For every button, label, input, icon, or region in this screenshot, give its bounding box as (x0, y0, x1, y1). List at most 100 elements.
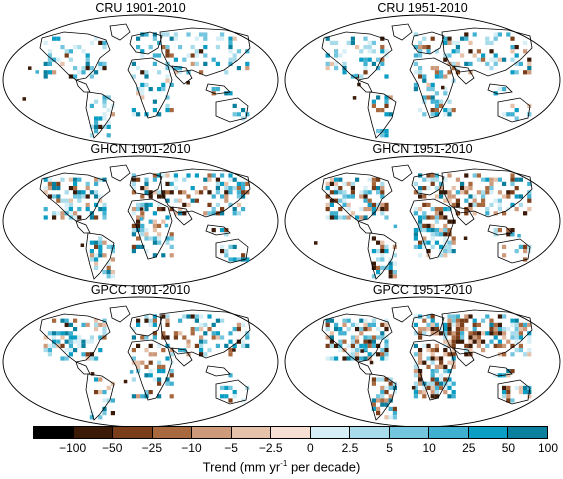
trend-cell (497, 202, 502, 207)
trend-cell (510, 228, 515, 233)
trend-cell (110, 249, 115, 254)
trend-cell (413, 352, 418, 357)
trend-cell (380, 49, 385, 54)
trend-cell (148, 202, 153, 207)
trend-cell (455, 198, 460, 203)
trend-cell (77, 190, 82, 195)
trend-cell (493, 335, 498, 340)
trend-cell (506, 398, 511, 403)
trend-cell (514, 186, 519, 191)
trend-cell (367, 327, 372, 332)
trend-cell (481, 348, 486, 353)
trend-cell (224, 181, 229, 186)
trend-cell (144, 32, 149, 37)
trend-cell (165, 322, 170, 327)
trend-cell (418, 215, 423, 220)
trend-cell (43, 190, 48, 195)
trend-cell (136, 215, 141, 220)
trend-cell (376, 202, 381, 207)
trend-cell (203, 45, 208, 50)
trend-cell (493, 331, 498, 336)
trend-cell (161, 331, 166, 336)
coastline (75, 79, 91, 93)
trend-cell (220, 194, 225, 199)
trend-cell (85, 207, 90, 212)
trend-cell (165, 45, 170, 50)
coastline (497, 97, 531, 123)
trend-cell (369, 360, 374, 365)
trend-cell (430, 173, 435, 178)
trend-cell (434, 99, 439, 104)
trend-cell (485, 211, 490, 216)
trend-cell (94, 377, 99, 382)
trend-cell (472, 53, 477, 58)
trend-cell (388, 381, 393, 386)
trend-cell (161, 253, 166, 258)
colorbar-segment (152, 427, 193, 438)
trend-cell (506, 373, 511, 378)
trend-cell (434, 369, 439, 374)
trend-cell (236, 194, 241, 199)
trend-cell (228, 186, 233, 191)
coastline (391, 305, 413, 323)
trend-cell (144, 82, 149, 87)
trend-cell (106, 385, 111, 390)
trend-cell (455, 335, 460, 340)
trend-cell (472, 202, 477, 207)
trend-cell (434, 112, 439, 117)
trend-cell (447, 194, 452, 199)
trend-cell (413, 314, 418, 319)
trend-cell (481, 177, 486, 182)
map-panel-gpcc-1951: GPCC 1951-2010 (282, 282, 563, 428)
trend-cell (169, 66, 174, 71)
trend-cell (220, 181, 225, 186)
trend-cell (131, 348, 136, 353)
trend-cell (384, 322, 389, 327)
trend-cell (207, 202, 212, 207)
trend-cell (43, 335, 48, 340)
trend-cell (144, 190, 149, 195)
trend-cell (140, 394, 145, 399)
trend-cell (523, 352, 528, 357)
trend-cell (228, 339, 233, 344)
trend-cell (98, 322, 103, 327)
trend-cell (173, 186, 178, 191)
trend-cell (434, 385, 439, 390)
trend-cell (350, 194, 355, 199)
trend-cell (371, 274, 376, 279)
trend-cell (447, 108, 452, 113)
trend-cell (85, 339, 90, 344)
trend-cell (60, 45, 65, 50)
trend-cell (186, 173, 191, 178)
trend-cell (334, 49, 339, 54)
panel-title: GHCN 1951-2010 (372, 142, 473, 156)
coastline (441, 168, 533, 218)
trend-cell (455, 327, 460, 332)
trend-cell (363, 186, 368, 191)
trend-cell (325, 215, 330, 220)
trend-cell (161, 335, 166, 340)
trend-cell (144, 181, 149, 186)
trend-cell (497, 198, 502, 203)
trend-cell (346, 318, 351, 323)
coastline (39, 31, 111, 81)
trend-cell (236, 327, 241, 332)
trend-cell (510, 232, 515, 237)
trend-cell (157, 112, 162, 117)
trend-cell (241, 253, 246, 258)
trend-cell (497, 57, 502, 62)
trend-cell (418, 331, 423, 336)
trend-cell (472, 198, 477, 203)
trend-cell (173, 173, 178, 178)
trend-cell (485, 40, 490, 45)
trend-cell (152, 331, 157, 336)
trend-cell (523, 322, 528, 327)
trend-cell (157, 202, 162, 207)
trend-cell (60, 318, 65, 323)
trend-cell (422, 215, 427, 220)
trend-cell (518, 331, 523, 336)
trend-cell (472, 327, 477, 332)
trend-cell (388, 112, 393, 117)
trend-cell (418, 45, 423, 50)
trend-cell (52, 215, 57, 220)
